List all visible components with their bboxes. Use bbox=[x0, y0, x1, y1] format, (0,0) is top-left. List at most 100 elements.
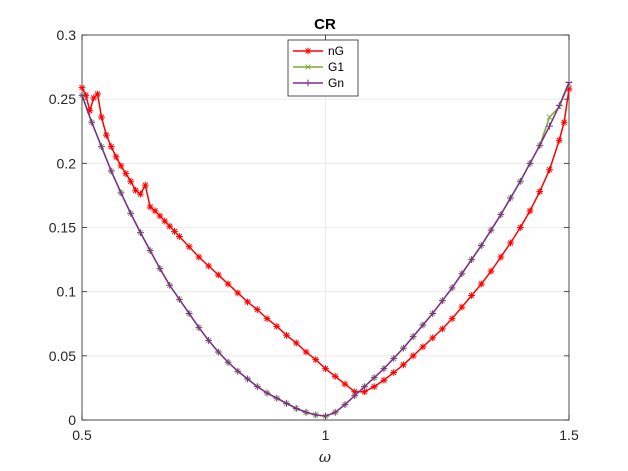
data-point bbox=[507, 239, 514, 247]
data-point bbox=[141, 181, 149, 189]
data-point bbox=[214, 348, 222, 356]
data-point bbox=[351, 388, 359, 396]
data-point bbox=[448, 284, 456, 292]
data-point bbox=[137, 190, 144, 198]
data-point bbox=[468, 292, 475, 299]
data-point bbox=[94, 90, 101, 98]
y-tick-label: 0.05 bbox=[49, 348, 76, 364]
data-point bbox=[304, 79, 312, 87]
data-point bbox=[146, 203, 154, 211]
data-point bbox=[107, 143, 115, 151]
data-point bbox=[176, 233, 183, 240]
data-point bbox=[555, 102, 563, 109]
data-point bbox=[429, 334, 437, 342]
data-point bbox=[370, 383, 378, 391]
legend-box bbox=[287, 39, 359, 97]
y-tick-labels: 0 0.05 0.1 0.15 0.2 0.25 0.3 bbox=[49, 27, 76, 428]
data-point bbox=[555, 136, 563, 144]
data-point bbox=[419, 321, 427, 329]
y-tick-label: 0.15 bbox=[49, 220, 76, 236]
data-point bbox=[565, 85, 573, 93]
data-point bbox=[438, 325, 446, 333]
data-point bbox=[205, 337, 213, 344]
data-point bbox=[107, 167, 115, 175]
data-point bbox=[78, 91, 86, 99]
data-point bbox=[361, 383, 368, 391]
data-point bbox=[497, 253, 505, 261]
data-point bbox=[161, 217, 169, 225]
data-point bbox=[351, 392, 359, 400]
chart-title: CR bbox=[314, 16, 336, 33]
data-point bbox=[273, 322, 281, 330]
data-point bbox=[122, 170, 130, 177]
data-point bbox=[458, 303, 466, 311]
y-tick-label: 0.1 bbox=[57, 284, 77, 300]
data-point bbox=[292, 405, 300, 412]
data-point bbox=[302, 408, 310, 416]
legend-item-gn: Gn bbox=[293, 76, 344, 90]
data-point bbox=[253, 306, 261, 314]
data-point bbox=[516, 177, 524, 185]
x-tick-label: 1.5 bbox=[559, 427, 579, 443]
data-point bbox=[78, 84, 86, 92]
data-point bbox=[526, 159, 534, 167]
legend: nG G1 Gn bbox=[287, 39, 359, 97]
y-tick-label: 0.25 bbox=[49, 91, 76, 107]
data-point bbox=[166, 281, 174, 289]
data-point bbox=[185, 243, 193, 251]
data-point bbox=[546, 114, 553, 120]
data-point bbox=[477, 242, 485, 249]
data-point bbox=[273, 394, 281, 402]
y-tick-label: 0.3 bbox=[57, 27, 77, 43]
data-point bbox=[176, 295, 183, 303]
data-point bbox=[497, 211, 505, 219]
data-point bbox=[487, 267, 495, 275]
data-point bbox=[477, 280, 485, 288]
data-point bbox=[429, 310, 437, 317]
data-point bbox=[331, 372, 339, 380]
legend-item-g1: G1 bbox=[293, 60, 344, 74]
x-tick-label: 1 bbox=[322, 427, 330, 443]
data-point bbox=[224, 358, 232, 366]
data-point bbox=[132, 186, 139, 194]
data-point bbox=[283, 331, 290, 339]
data-point bbox=[380, 365, 388, 373]
data-point bbox=[214, 271, 222, 279]
data-point bbox=[185, 310, 193, 317]
data-point bbox=[88, 118, 96, 126]
data-point bbox=[390, 369, 398, 376]
data-point bbox=[536, 188, 544, 195]
data-point bbox=[419, 343, 427, 351]
data-point bbox=[292, 339, 300, 347]
legend-label: G1 bbox=[328, 60, 344, 74]
data-point bbox=[283, 399, 290, 407]
data-point bbox=[244, 375, 251, 383]
data-point bbox=[98, 113, 105, 121]
data-point bbox=[448, 315, 456, 323]
series-ng bbox=[78, 84, 573, 396]
data-point bbox=[234, 289, 242, 297]
data-point bbox=[546, 166, 553, 174]
data-point bbox=[102, 131, 110, 139]
y-tick-label: 0 bbox=[68, 412, 76, 428]
data-point bbox=[90, 94, 98, 102]
data-point bbox=[312, 411, 320, 419]
data-point bbox=[560, 118, 568, 126]
data-point bbox=[146, 247, 154, 254]
data-point bbox=[166, 222, 174, 230]
data-point bbox=[117, 162, 125, 170]
x-tick-label: 0.5 bbox=[72, 427, 92, 443]
data-point bbox=[565, 79, 573, 86]
data-point bbox=[263, 389, 271, 397]
data-point bbox=[263, 315, 271, 323]
x-tick-labels: 0.5 1 1.5 bbox=[72, 427, 579, 443]
data-point bbox=[487, 226, 495, 234]
data-point bbox=[82, 91, 90, 99]
data-point bbox=[341, 380, 349, 388]
data-point bbox=[205, 262, 213, 270]
series-gn bbox=[78, 79, 573, 420]
data-point bbox=[458, 270, 466, 278]
data-point bbox=[468, 256, 475, 263]
data-point bbox=[361, 388, 368, 396]
